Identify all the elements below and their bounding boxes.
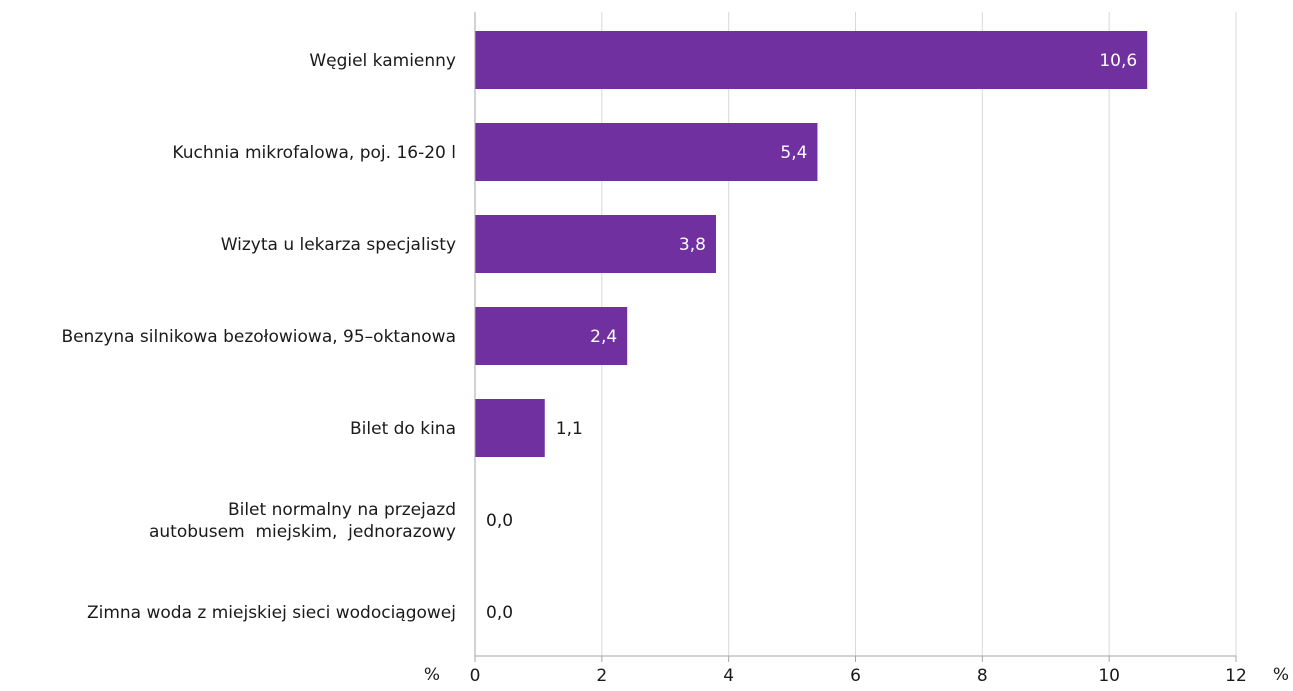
data-label: 1,1 [556,419,583,439]
gridlines [601,12,1237,656]
x-unit-label-left: % [424,665,440,685]
category-label: autobusem miejskim, jednorazowy [149,522,456,542]
labels: 0 2 4 6 8 10 12 10,6 Węgiel kamienny 5,4 Kuchnia m… [61,51,1246,686]
bar [475,215,716,273]
category-label: Wizyta u lekarza specjalisty [221,235,456,255]
category-label: Zimna woda z miejskiej sieci wodociągowe… [87,603,456,623]
bar [475,399,545,457]
bar [475,31,1148,89]
x-unit-label-right: % [1273,665,1289,685]
category-label: Bilet do kina [350,419,456,439]
x-tick-label: 0 [470,666,481,686]
x-tick-label: 4 [723,666,734,686]
x-tick-label: 12 [1225,666,1247,686]
x-tick-label: 2 [596,666,607,686]
category-label: Benzyna silnikowa bezołowiowa, 95–oktano… [61,327,456,347]
x-tick-label: 8 [977,666,988,686]
data-label: 0,0 [486,511,513,531]
bar [475,307,628,365]
x-tick-label: 10 [1098,666,1120,686]
data-label: 5,4 [780,143,807,163]
data-label: 2,4 [590,327,617,347]
category-label: Węgiel kamienny [309,51,456,71]
category-label: Kuchnia mikrofalowa, poj. 16-20 l [172,143,456,163]
x-tick-label: 6 [850,666,861,686]
bar [475,123,818,181]
data-label: 0,0 [486,603,513,623]
data-label: 3,8 [679,235,706,255]
bars [475,31,1148,457]
category-label: Bilet normalny na przejazd [228,500,456,520]
data-label: 10,6 [1099,51,1137,71]
axes [474,12,1237,662]
